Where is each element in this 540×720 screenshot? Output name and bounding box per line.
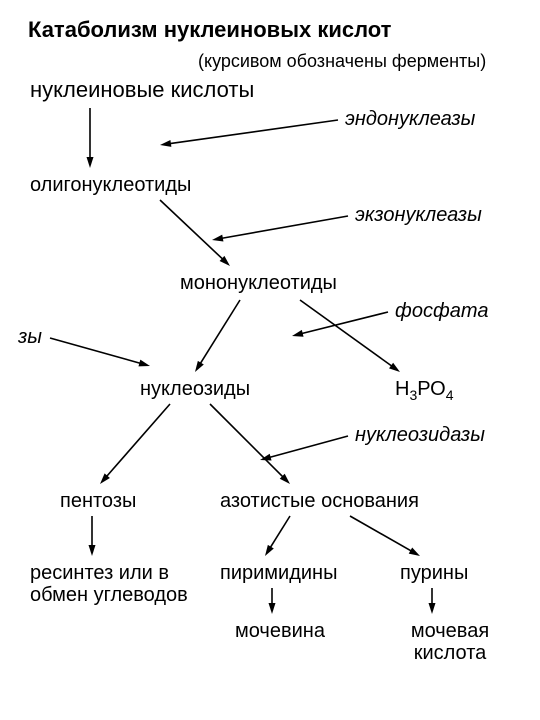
arrow-a11-shaft xyxy=(266,436,348,458)
arrow-a8-head xyxy=(138,360,150,367)
arrow-a16-head xyxy=(429,603,436,614)
diagram-stage: Катаболизм нуклеиновых кислот (курсивом … xyxy=(0,0,540,720)
subtitle: (курсивом обозначены ферменты) xyxy=(198,52,486,72)
arrow-a3-head xyxy=(220,256,230,266)
arrow-a9-shaft xyxy=(104,404,170,479)
arrow-a10-shaft xyxy=(210,404,285,479)
arrow-a4-head xyxy=(212,235,223,242)
title: Катаболизм нуклеиновых кислот xyxy=(28,18,391,42)
enzyme-phos: фосфата xyxy=(395,300,488,322)
arrow-a4-shaft xyxy=(218,216,348,239)
arrow-a7-shaft xyxy=(298,312,388,334)
node-pyrimidines: пиримидины xyxy=(220,562,337,584)
arrow-a7-head xyxy=(292,330,304,337)
arrow-a9-head xyxy=(100,473,110,484)
arrow-a1-head xyxy=(87,157,94,168)
enzyme-nucleosidases: нуклеозидазы xyxy=(355,424,485,446)
arrow-a13-shaft xyxy=(268,516,290,550)
arrow-a14-shaft xyxy=(350,516,414,553)
arrow-a2-shaft xyxy=(167,120,338,144)
node-urea: мочевина xyxy=(235,620,325,642)
arrow-a6-shaft xyxy=(300,300,395,368)
arrow-a8-shaft xyxy=(50,338,144,364)
node-h3po4: Н3РО4 xyxy=(395,378,454,403)
arrow-a6-head xyxy=(389,363,400,372)
arrow-a5-shaft xyxy=(198,300,240,366)
enzyme-exo: экзонуклеазы xyxy=(355,204,482,226)
arrow-a5-head xyxy=(195,361,204,372)
node-nucleic: нуклеиновые кислоты xyxy=(30,78,254,102)
node-uric: мочевая кислота xyxy=(390,620,510,664)
node-purines: пурины xyxy=(400,562,468,584)
node-pentoses: пентозы xyxy=(60,490,136,512)
arrow-a11-head xyxy=(260,454,272,461)
node-oligo: олигонуклеотиды xyxy=(30,174,191,196)
arrow-a10-head xyxy=(280,474,290,484)
node-mono: мононуклеотиды xyxy=(180,272,337,294)
node-bases: азотистые основания xyxy=(220,490,419,512)
arrow-a2-head xyxy=(160,140,171,147)
arrow-a15-head xyxy=(269,603,276,614)
arrow-a14-head xyxy=(409,548,420,556)
arrow-a13-head xyxy=(265,545,274,556)
enzyme-endo: эндонуклеазы xyxy=(345,108,475,130)
arrow-a3-shaft xyxy=(160,200,225,261)
arrow-a12-head xyxy=(89,545,96,556)
node-nucleosides: нуклеозиды xyxy=(140,378,250,400)
enzyme-zy: зы xyxy=(18,326,42,348)
node-resyn: ресинтез или в обмен углеводов xyxy=(30,562,210,606)
